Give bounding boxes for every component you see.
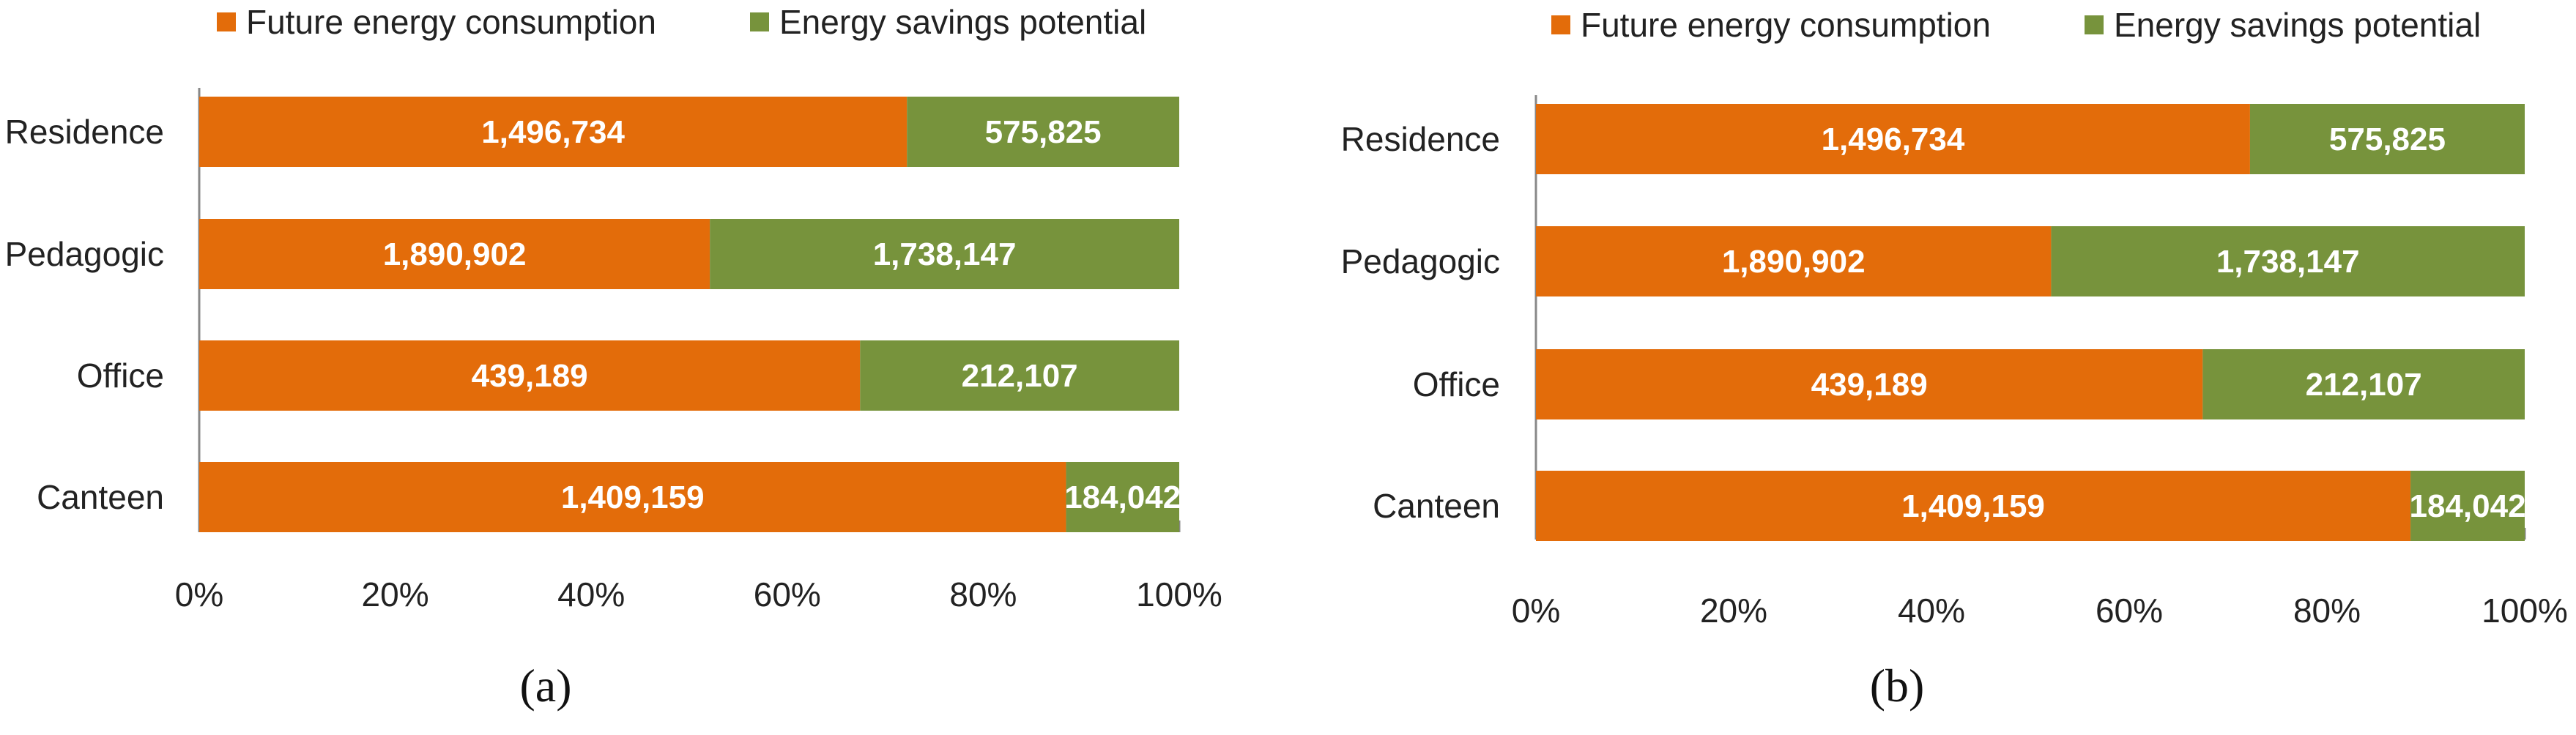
category-label-office: Office: [1413, 365, 1500, 403]
bar-pedagogic-future-consumption: [199, 219, 710, 289]
x-tick-label: 0%: [175, 575, 223, 613]
data-label-canteen-future-consumption: 1,409,159: [1901, 488, 2045, 524]
chart-panel-b: Future energy consumption Energy savings …: [1341, 6, 2568, 712]
category-label-canteen: Canteen: [1373, 487, 1500, 525]
x-tick-label: 100%: [2482, 592, 2568, 630]
x-tick-label: 100%: [1136, 575, 1222, 613]
chart-panel-a: Future energy consumption Energy savings …: [5, 3, 1222, 712]
data-label-canteen-future-consumption: 1,409,159: [561, 480, 705, 515]
bar-office-future-consumption: [199, 340, 861, 411]
bar-residence-savings-potential: [907, 97, 1179, 167]
bar-residence-future-consumption: [199, 97, 907, 167]
x-tick-label: 0%: [1512, 592, 1560, 630]
legend-swatch-future-consumption: [1551, 15, 1570, 34]
bar-pedagogic-savings-potential: [710, 219, 1179, 289]
data-label-residence-future-consumption: 1,496,734: [481, 114, 625, 150]
category-label-residence: Residence: [5, 113, 164, 151]
legend-label-savings-potential: Energy savings potential: [2114, 6, 2481, 44]
bar-residence-savings-potential: [2249, 104, 2525, 174]
data-label-pedagogic-future-consumption: 1,890,902: [383, 236, 527, 272]
bar-canteen-savings-potential: [2410, 471, 2525, 541]
panel-label: (a): [519, 660, 571, 712]
x-tick-label: 40%: [1898, 592, 1965, 630]
data-label-pedagogic-savings-potential: 1,738,147: [2216, 244, 2360, 280]
data-label-canteen-savings-potential: 184,042: [2409, 488, 2525, 524]
legend-label-future-consumption: Future energy consumption: [1581, 6, 1991, 44]
x-tick-label: 80%: [949, 575, 1017, 613]
category-label-canteen: Canteen: [37, 478, 164, 516]
data-label-residence-savings-potential: 575,825: [985, 114, 1102, 150]
bar-residence-future-consumption: [1536, 104, 2250, 174]
data-label-residence-savings-potential: 575,825: [2329, 122, 2446, 157]
legend-label-future-consumption: Future energy consumption: [246, 3, 656, 41]
x-tick-label: 60%: [2096, 592, 2163, 630]
data-label-pedagogic-future-consumption: 1,890,902: [1722, 244, 1866, 280]
category-label-pedagogic: Pedagogic: [1341, 242, 1500, 280]
data-label-office-savings-potential: 212,107: [2306, 367, 2422, 403]
category-label-office: Office: [77, 357, 164, 395]
legend-swatch-savings-potential: [750, 12, 769, 31]
bar-canteen-future-consumption: [1536, 471, 2411, 541]
data-label-residence-future-consumption: 1,496,734: [1822, 122, 1965, 157]
x-tick-label: 60%: [754, 575, 821, 613]
data-label-office-future-consumption: 439,189: [472, 358, 588, 394]
x-tick-label: 20%: [1700, 592, 1767, 630]
bar-canteen-future-consumption: [199, 462, 1066, 532]
x-tick-label: 80%: [2293, 592, 2361, 630]
legend-swatch-future-consumption: [217, 12, 236, 31]
bar-pedagogic-future-consumption: [1536, 226, 2052, 296]
bar-office-future-consumption: [1536, 349, 2203, 419]
bar-canteen-savings-potential: [1066, 462, 1179, 532]
legend-swatch-savings-potential: [2085, 15, 2104, 34]
panel-label: (b): [1870, 660, 1925, 712]
data-label-canteen-savings-potential: 184,042: [1064, 480, 1181, 515]
legend-label-savings-potential: Energy savings potential: [779, 3, 1146, 41]
category-label-residence: Residence: [1341, 120, 1500, 158]
data-label-office-savings-potential: 212,107: [962, 358, 1078, 394]
category-label-pedagogic: Pedagogic: [5, 235, 164, 273]
bar-office-savings-potential: [2202, 349, 2525, 419]
bar-pedagogic-savings-potential: [2051, 226, 2525, 296]
bar-office-savings-potential: [860, 340, 1179, 411]
data-label-pedagogic-savings-potential: 1,738,147: [873, 236, 1017, 272]
x-tick-label: 40%: [557, 575, 625, 613]
x-tick-label: 20%: [362, 575, 429, 613]
data-label-office-future-consumption: 439,189: [1811, 367, 1928, 403]
